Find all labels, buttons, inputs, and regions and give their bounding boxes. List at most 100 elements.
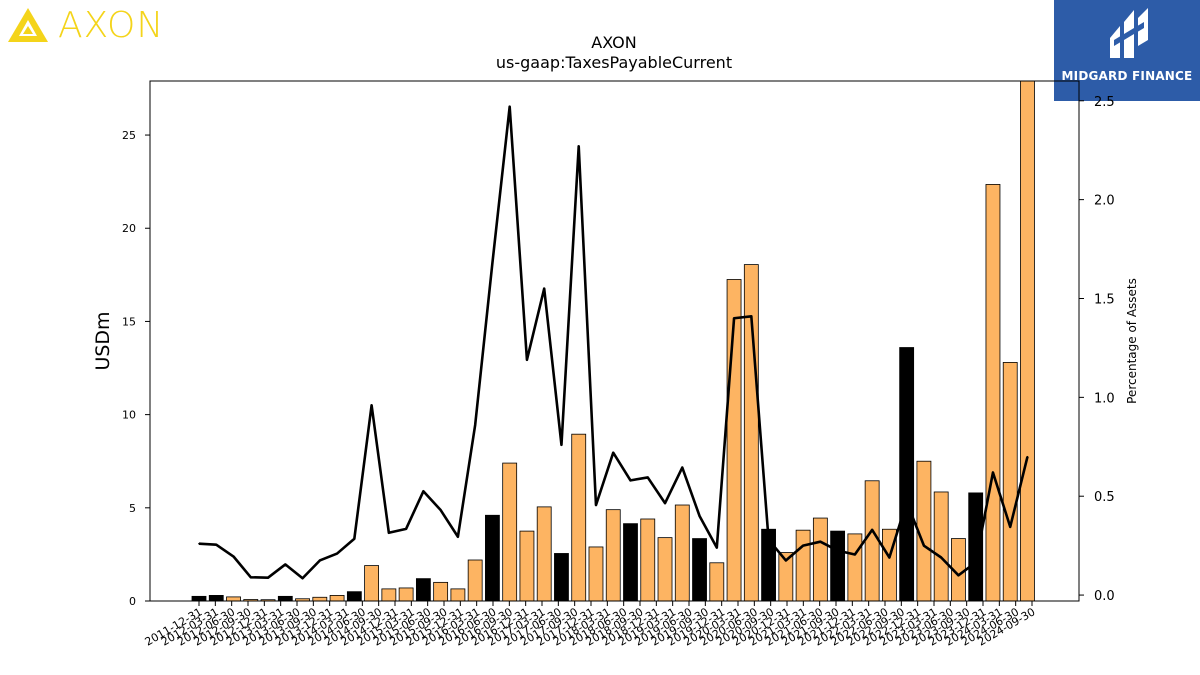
line-point-2021-03-31: [836, 549, 839, 552]
axes: 05101520250.00.51.01.52.02.52011-12-3120…: [122, 80, 1115, 649]
line-point-2016-12-31: [543, 287, 545, 290]
line-point-2023-03-31: [974, 561, 977, 564]
brand-name: AXON: [58, 4, 165, 46]
line-point-2015-03-31: [422, 490, 425, 493]
line-point-2023-06-30: [992, 471, 994, 474]
bar-2016-12-31: [536, 506, 552, 602]
y2-tick-label: 1.0: [1094, 391, 1115, 406]
line-point-2015-06-30: [439, 509, 442, 511]
y-tick-label: 25: [122, 129, 136, 142]
line-point-2022-12-31: [957, 574, 960, 577]
bar-2020-12-31: [812, 517, 828, 602]
y-tick-label: 15: [122, 315, 136, 328]
line-point-2011-12-31: [198, 542, 200, 545]
y-axis-label: USDm: [92, 311, 114, 370]
bar-2017-09-30: [588, 546, 604, 602]
line-point-2018-06-30: [646, 476, 649, 479]
bar-2014-09-30: [381, 588, 397, 602]
bar-2013-12-31: [329, 595, 345, 602]
line-point-2023-12-31: [1026, 455, 1029, 458]
bar-2022-03-31: [899, 347, 915, 602]
line-point-2019-06-30: [716, 546, 718, 549]
y2-tick-label: 0.0: [1094, 589, 1115, 604]
line-point-2020-12-31: [819, 540, 822, 543]
y-tick-label: 5: [129, 502, 136, 515]
bar-2017-06-30: [571, 433, 587, 602]
bar-2016-06-30: [502, 462, 518, 602]
y-tick-label: 0: [129, 595, 136, 608]
line-point-2020-06-30: [785, 559, 787, 562]
bar-2023-09-30: [1002, 362, 1018, 602]
line-point-2021-12-31: [888, 556, 891, 559]
line-point-2018-12-31: [681, 466, 684, 469]
bar-2018-06-30: [640, 518, 656, 602]
bar-2015-12-31: [467, 559, 483, 602]
line-point-2016-03-31: [491, 262, 494, 264]
bar-2012-03-31: [208, 595, 224, 602]
y2-axis-label: Percentage of Assets: [1125, 278, 1139, 404]
brand-logo: AXON: [6, 4, 164, 46]
line-point-2020-03-31: [767, 538, 770, 541]
bar-2014-06-30: [364, 565, 380, 602]
bar-2017-03-31: [554, 553, 569, 602]
line-series: [198, 105, 1029, 580]
line-point-2013-09-30: [319, 559, 321, 562]
bar-2012-06-30: [226, 596, 241, 602]
midgard-name: MIDGARD FINANCE: [1061, 69, 1193, 83]
y-tick-label: 20: [122, 222, 136, 235]
line-point-2012-12-31: [267, 576, 269, 579]
line-point-2013-06-30: [301, 577, 304, 580]
bar-2023-06-30: [985, 184, 1001, 602]
y2-tick-label: 1.5: [1094, 292, 1115, 307]
bar-2018-12-31: [674, 504, 690, 602]
axon-delta-icon: [8, 8, 48, 42]
line-point-2012-09-30: [249, 576, 252, 579]
line-point-2017-03-31: [560, 444, 563, 446]
line-point-2018-09-30: [664, 502, 666, 504]
line-point-2019-12-31: [750, 315, 753, 318]
line-point-2023-09-30: [1009, 526, 1012, 528]
bar-2015-09-30: [450, 588, 466, 602]
bar-2018-03-31: [623, 523, 638, 602]
bar-2017-12-31: [605, 509, 621, 602]
bar-2016-03-31: [485, 514, 500, 602]
bar-2018-09-30: [657, 537, 673, 602]
line-point-2013-03-31: [284, 563, 287, 566]
bar-2014-12-31: [398, 587, 414, 602]
line-point-2012-06-30: [232, 555, 235, 558]
bar-2021-03-31: [830, 530, 846, 602]
bar-2022-09-30: [933, 491, 949, 602]
y-tick-label: 10: [122, 409, 136, 422]
bar-2021-06-30: [847, 533, 863, 602]
line-point-2013-12-31: [336, 552, 338, 555]
line-point-2019-09-30: [733, 317, 735, 320]
line-point-2017-06-30: [577, 145, 580, 148]
bar-2016-09-30: [519, 530, 535, 602]
line-point-2014-12-31: [405, 528, 407, 530]
plot-frame: [149, 80, 1080, 602]
line-point-2018-03-31: [629, 479, 632, 482]
line-point-2015-12-31: [474, 424, 476, 426]
y2-tick-label: 2.5: [1094, 95, 1115, 110]
line-point-2022-06-30: [923, 544, 925, 547]
bar-2013-03-31: [277, 595, 293, 602]
line-point-2019-03-31: [698, 515, 701, 517]
bar-2015-03-31: [415, 578, 431, 602]
line-point-2022-09-30: [940, 556, 942, 559]
midgard-logo-icon: [1110, 8, 1148, 58]
bar-series: [191, 80, 1035, 602]
line-point-2012-03-31: [215, 543, 218, 546]
bar-2013-09-30: [312, 596, 328, 602]
line-point-2021-09-30: [871, 529, 873, 531]
line-point-2014-06-30: [370, 404, 373, 407]
line-point-2016-09-30: [526, 358, 528, 361]
bar-2023-03-31: [968, 492, 984, 602]
bar-2019-03-31: [692, 538, 707, 602]
line-point-2016-06-30: [508, 105, 511, 108]
chart-subtitle: us-gaap:TaxesPayableCurrent: [496, 53, 732, 72]
line-point-2014-03-31: [353, 537, 356, 540]
bar-2011-12-31: [191, 595, 207, 602]
line-point-2014-09-30: [388, 531, 390, 534]
